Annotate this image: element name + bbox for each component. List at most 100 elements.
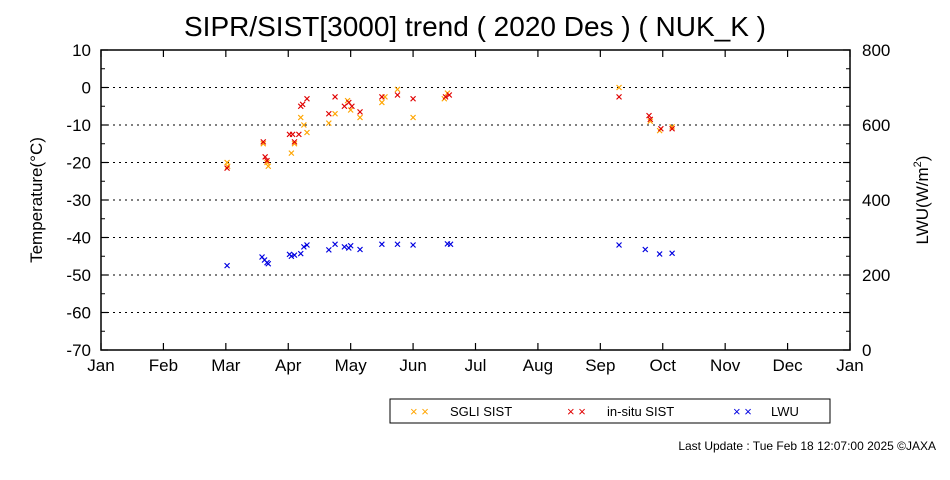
- point-in-situ-sist: [657, 125, 664, 132]
- point-in-situ-sist: [289, 131, 296, 138]
- y2-tick-label: 0: [862, 341, 871, 360]
- point-lwu: [669, 250, 676, 257]
- x-tick-label: Jul: [465, 356, 487, 375]
- point-in-situ-sist: [262, 153, 269, 160]
- point-lwu: [325, 246, 332, 253]
- point-sgli-sist: [260, 140, 267, 147]
- point-in-situ-sist: [647, 116, 654, 123]
- point-in-situ-sist: [446, 92, 453, 98]
- y2-tick-label: 200: [862, 266, 890, 285]
- y2-axis-label: LWU(W/m2): [912, 156, 932, 245]
- legend-label-sgli: SGLI SIST: [450, 404, 512, 419]
- point-in-situ-sist: [669, 125, 676, 132]
- point-lwu: [265, 260, 272, 267]
- grid-lines: [101, 87, 850, 313]
- y-tick-label: -10: [66, 116, 91, 135]
- y-tick-label: -40: [66, 229, 91, 248]
- point-lwu: [347, 242, 354, 249]
- x-tick-label: Feb: [149, 356, 178, 375]
- data-points: [224, 84, 676, 269]
- point-sgli-sist: [304, 129, 310, 136]
- x-tick-label: May: [335, 356, 368, 375]
- y-tick-label: -60: [66, 304, 91, 323]
- point-in-situ-sist: [260, 138, 267, 145]
- x-tick-label: Jan: [836, 356, 863, 375]
- point-in-situ-sist: [616, 93, 622, 100]
- axis-ticks: 100-10-20-30-40-50-60-708006004002000Jan…: [66, 41, 890, 375]
- x-tick-label: Aug: [523, 356, 553, 375]
- point-sgli-sist: [325, 120, 332, 127]
- y-tick-label: -50: [66, 266, 91, 285]
- point-in-situ-sist: [442, 93, 449, 100]
- point-lwu: [300, 243, 307, 250]
- point-lwu: [288, 253, 295, 260]
- point-in-situ-sist: [357, 108, 363, 115]
- y-tick-label: 10: [72, 41, 91, 60]
- x-tick-label: Apr: [275, 356, 302, 375]
- point-lwu: [656, 251, 663, 257]
- point-lwu: [447, 241, 454, 248]
- point-sgli-sist: [616, 84, 622, 91]
- y-tick-label: -30: [66, 191, 91, 210]
- x-tick-label: Jan: [87, 356, 114, 375]
- point-sgli-sist: [669, 123, 676, 130]
- point-lwu: [642, 246, 649, 253]
- point-sgli-sist: [394, 86, 401, 93]
- point-in-situ-sist: [378, 93, 385, 100]
- legend-label-lwu: LWU: [771, 404, 799, 419]
- point-sgli-sist: [410, 114, 417, 121]
- point-in-situ-sist: [264, 157, 270, 164]
- point-lwu: [341, 243, 348, 250]
- point-sgli-sist: [288, 150, 295, 157]
- point-in-situ-sist: [325, 110, 332, 117]
- point-in-situ-sist: [410, 95, 417, 102]
- point-sgli-sist: [332, 110, 338, 117]
- y-tick-label: 0: [82, 79, 91, 98]
- x-tick-label: Nov: [710, 356, 741, 375]
- point-lwu: [224, 262, 231, 269]
- point-lwu: [332, 241, 338, 248]
- legend-box: [389, 398, 831, 424]
- x-tick-label: Oct: [650, 356, 677, 375]
- legend: × × SGLI SIST × × in-situ SIST × × LWU: [389, 398, 831, 424]
- point-in-situ-sist: [304, 95, 310, 102]
- legend-marker-sgli: × ×: [410, 404, 429, 419]
- y2-axis-label-end: ): [913, 156, 932, 162]
- legend-label-insitu: in-situ SIST: [607, 404, 674, 419]
- point-lwu: [616, 242, 622, 248]
- point-lwu: [410, 242, 417, 248]
- point-in-situ-sist: [394, 92, 401, 98]
- point-lwu: [394, 241, 401, 248]
- point-sgli-sist: [647, 118, 654, 125]
- chart-title: SIPR/SIST[3000] trend ( 2020 Des ) ( NUK…: [184, 11, 766, 42]
- y-tick-label: -70: [66, 341, 91, 360]
- point-in-situ-sist: [295, 131, 302, 138]
- point-sgli-sist: [300, 122, 307, 128]
- point-in-situ-sist: [299, 101, 306, 108]
- point-sgli-sist: [297, 114, 304, 121]
- point-sgli-sist: [378, 99, 385, 106]
- point-lwu: [304, 242, 310, 248]
- point-sgli-sist: [291, 140, 298, 147]
- point-lwu: [291, 252, 298, 259]
- point-in-situ-sist: [348, 103, 355, 110]
- y2-tick-label: 600: [862, 116, 890, 135]
- y2-axis-label-sup: 2: [912, 161, 924, 167]
- x-tick-label: Jun: [399, 356, 426, 375]
- x-tick-label: Mar: [211, 356, 241, 375]
- y-tick-label: -20: [66, 154, 91, 173]
- y2-axis-label-main: LWU(W/m: [913, 167, 932, 244]
- x-tick-label: Dec: [772, 356, 803, 375]
- y2-tick-label: 400: [862, 191, 890, 210]
- legend-marker-lwu: × ×: [733, 404, 752, 419]
- point-lwu: [357, 246, 363, 253]
- point-sgli-sist: [357, 114, 363, 121]
- point-in-situ-sist: [332, 93, 338, 100]
- x-tick-label: Sep: [585, 356, 615, 375]
- last-update-text: Last Update : Tue Feb 18 12:07:00 2025 ©…: [678, 439, 936, 453]
- y-axis-label: Temperature(°C): [27, 137, 46, 263]
- point-lwu: [297, 250, 304, 257]
- point-sgli-sist: [265, 163, 272, 170]
- y2-tick-label: 800: [862, 41, 890, 60]
